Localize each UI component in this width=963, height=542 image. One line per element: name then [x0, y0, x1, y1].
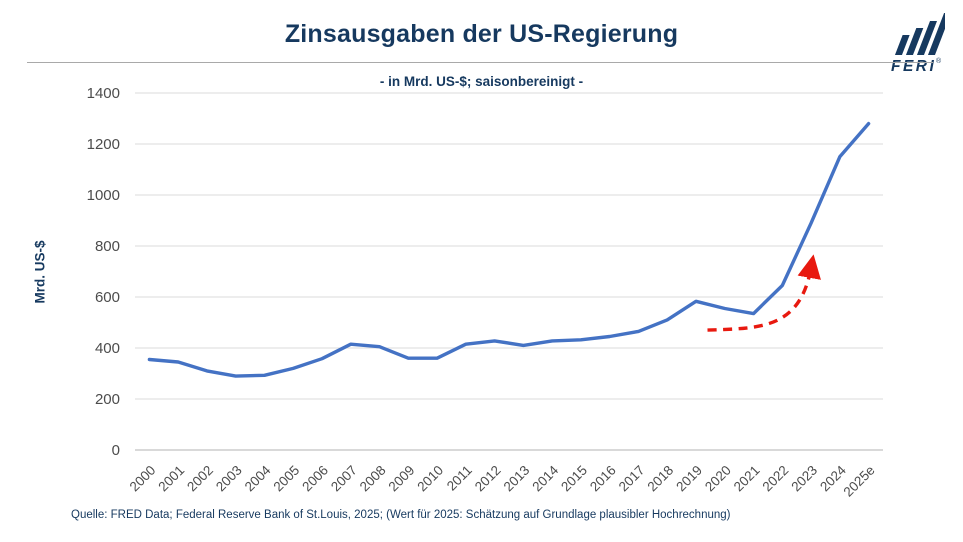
x-tick-label: 2017: [616, 463, 648, 495]
y-tick-label: 1400: [87, 85, 120, 102]
x-tick-label: 2014: [529, 462, 561, 494]
y-tick-label: 800: [95, 238, 120, 255]
x-tick-label: 2025e: [841, 463, 878, 500]
x-tick-label: 2016: [587, 463, 619, 495]
x-tick-label: 2001: [155, 463, 187, 495]
x-tick-label: 2020: [702, 463, 734, 495]
x-tick-label: 2011: [444, 463, 475, 494]
x-tick-label: 2000: [127, 463, 159, 495]
page-title: Zinsausgaben der US-Regierung: [284, 20, 679, 48]
x-tick-label: 2019: [673, 463, 705, 495]
y-tick-label: 1200: [87, 136, 120, 153]
x-tick-label: 2008: [357, 463, 389, 495]
x-tick-label: 2013: [501, 463, 533, 495]
data-line: [147, 121, 871, 378]
x-tick-label: 2012: [472, 463, 504, 495]
header-divider: [27, 62, 933, 63]
x-tick-label: 2005: [270, 463, 302, 495]
feri-logo-registered-mark: ®: [936, 57, 942, 65]
x-tick-label: 2018: [644, 463, 676, 495]
y-tick-label: 600: [95, 289, 120, 306]
x-tick-label: 2021: [731, 463, 763, 495]
x-tick-label: 2023: [788, 463, 820, 495]
x-tick-label: 2007: [328, 463, 360, 495]
y-tick-label: 0: [112, 442, 120, 459]
source-note: Quelle: FRED Data; Federal Reserve Bank …: [71, 509, 731, 521]
chart-subtitle: - in Mrd. US-$; saisonbereinigt -: [379, 74, 584, 89]
x-tick-label: 2010: [414, 463, 446, 495]
x-tick-label: 2006: [299, 463, 331, 495]
x-tick-label: 2015: [558, 463, 590, 495]
y-tick-label: 400: [95, 340, 120, 357]
trend-arrow-annotation: [707, 254, 821, 332]
x-tick-label: 2022: [760, 463, 792, 495]
x-tick-label: 2004: [242, 462, 274, 494]
x-tick-label: 2002: [184, 463, 216, 495]
y-tick-label: 1000: [87, 187, 120, 204]
x-tick-label: 2009: [386, 463, 418, 495]
y-tick-label: 200: [95, 391, 120, 408]
x-tick-label: 2003: [213, 463, 245, 495]
